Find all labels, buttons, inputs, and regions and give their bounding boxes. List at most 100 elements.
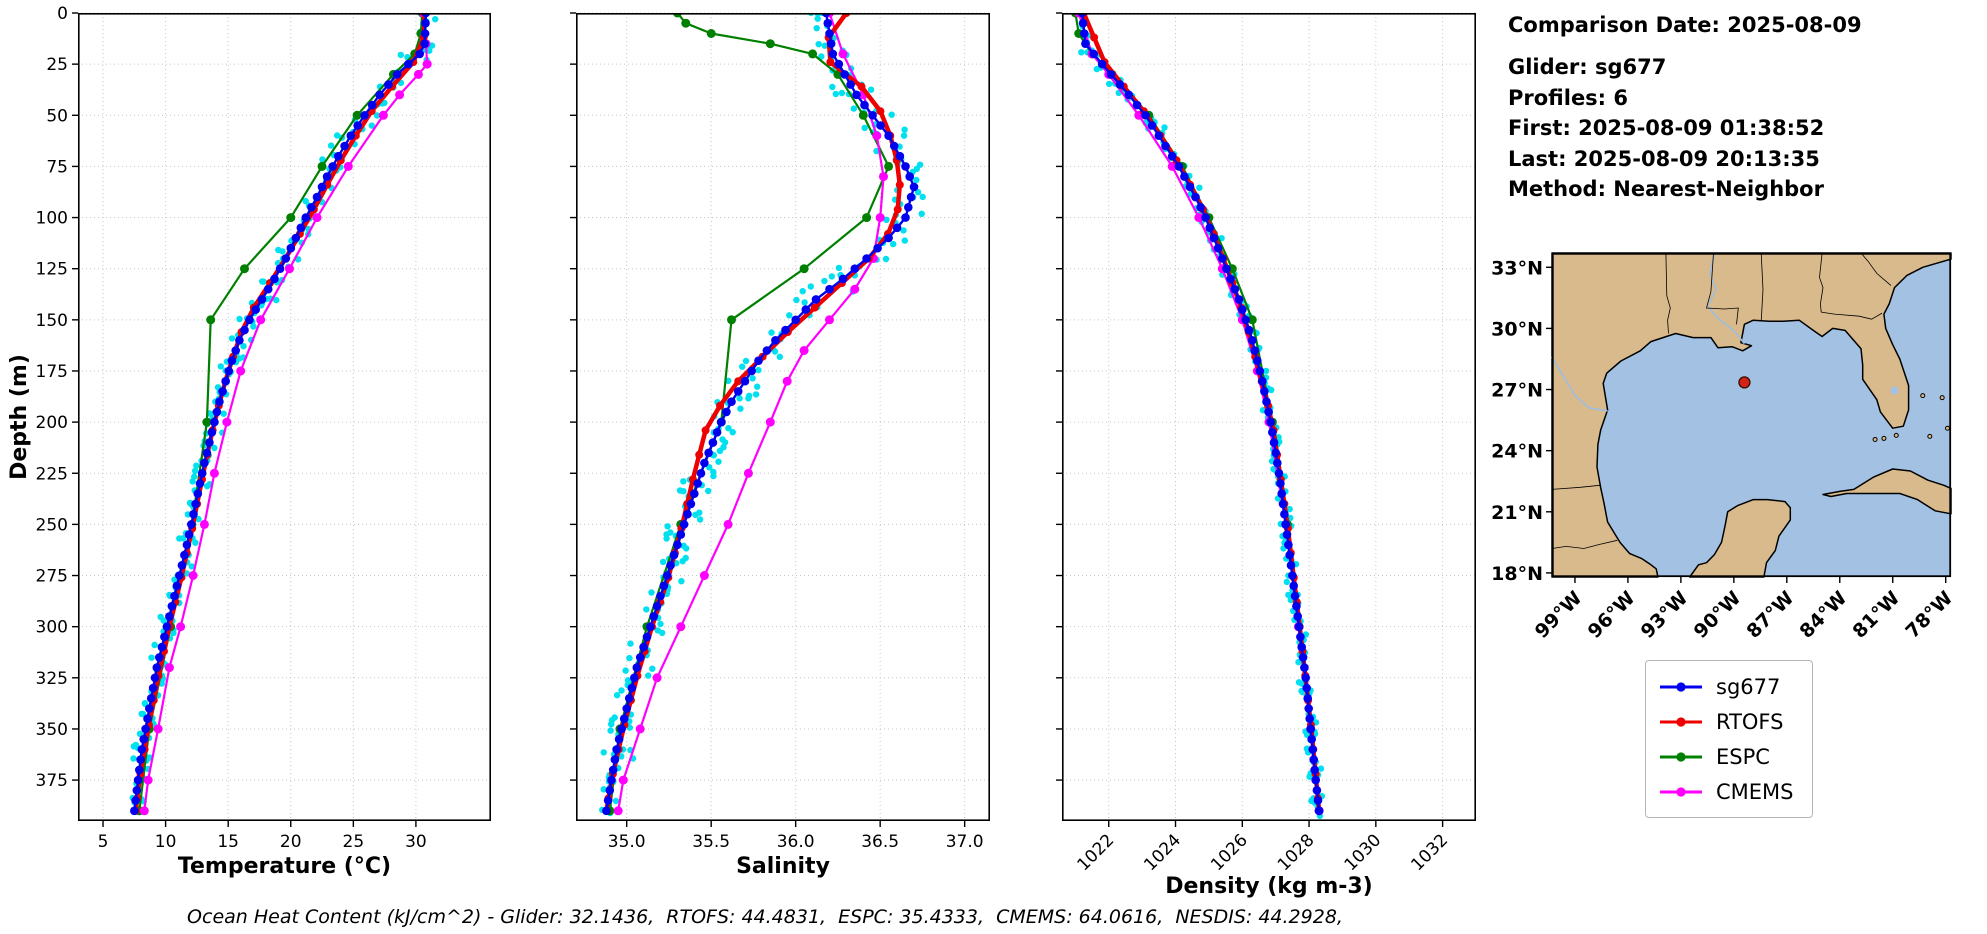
- tick-label: 1028: [1274, 830, 1319, 875]
- plot-frame: [78, 13, 491, 822]
- plot-frame: [576, 13, 990, 822]
- lat-tick-label: 21°N: [1491, 502, 1543, 524]
- temperature-plot: 5 10 15 20 25 3002550751001251501752002252502…: [7, 4, 491, 879]
- series-line-ESPC: [1074, 13, 1321, 811]
- series-line-ESPC: [138, 13, 424, 811]
- legend-marker: [1676, 786, 1686, 797]
- tick-label: 25: [343, 832, 365, 852]
- island: [1927, 433, 1933, 439]
- lon-tick-label: 96°W: [1584, 587, 1640, 643]
- state-border: [1860, 252, 1892, 286]
- tick-label: 50: [46, 106, 68, 126]
- legend-label: CMEMS: [1716, 779, 1794, 804]
- density-series-group: [1070, 13, 1326, 820]
- ocean-heat-content-caption: Ocean Heat Content (kJ/cm^2) - Glider: 3…: [187, 906, 1343, 928]
- temperature-series-group: [129, 13, 439, 816]
- state-border: [1819, 252, 1824, 313]
- tick-label: 36.0: [777, 832, 815, 852]
- lon-tick-label: 99°W: [1531, 587, 1587, 643]
- tick-label: 175: [36, 362, 68, 382]
- lon-tick-label: 87°W: [1743, 587, 1799, 643]
- tick-label: 1026: [1207, 830, 1252, 875]
- legend-line-sample: [1660, 716, 1702, 727]
- legend-item-cmems: CMEMS: [1658, 774, 1794, 809]
- series-line-RTOFS: [1081, 13, 1322, 812]
- info-panel: Comparison Date: 2025-08-09 Glider: sg67…: [1508, 10, 1862, 205]
- series-line-CMEMS: [1077, 13, 1321, 811]
- tick-label: 100: [36, 209, 68, 229]
- tick-marks: [570, 12, 966, 827]
- series-line-RTOFS: [133, 13, 427, 812]
- tick-label: 10: [155, 832, 177, 852]
- island: [1872, 436, 1878, 442]
- island: [1920, 393, 1926, 399]
- tick-label: 30: [405, 832, 427, 852]
- tick-label: 375: [36, 771, 68, 791]
- lat-tick-label: 33°N: [1491, 257, 1543, 279]
- depth-axis-label: Depth (m): [7, 354, 32, 480]
- state-border: [1665, 252, 1671, 334]
- legend-item-rtofs: RTOFS: [1658, 704, 1794, 739]
- land-yucatan: [1688, 498, 1792, 578]
- tick-label: 75: [46, 157, 68, 177]
- lon-tick-label: 81°W: [1848, 587, 1904, 643]
- state-border: [1821, 311, 1883, 320]
- density-axis-label: Density (kg m-3): [1165, 874, 1373, 899]
- tick-label: 1024: [1140, 830, 1185, 875]
- lon-tick-label: 93°W: [1637, 587, 1693, 643]
- tick-label: 325: [36, 669, 68, 689]
- legend-marker: [1676, 751, 1686, 762]
- state-border: [1551, 484, 1600, 490]
- series-line-sg677: [1080, 13, 1321, 811]
- grid: [576, 12, 990, 821]
- map-tick-marks: [1546, 266, 1947, 583]
- tick-label: 35.5: [692, 832, 730, 852]
- glider-text: Glider: sg677: [1508, 55, 1667, 80]
- legend-label: ESPC: [1716, 744, 1770, 769]
- glider-position-marker: [1738, 376, 1751, 389]
- legend: sg677 RTOFS ESPC CMEMS: [1645, 660, 1813, 818]
- grid: [78, 12, 491, 821]
- comparison-date-text: Comparison Date: 2025-08-09: [1508, 13, 1862, 37]
- tick-label: 275: [36, 567, 68, 587]
- state-border: [1760, 252, 1764, 322]
- legend-line-sample: [1660, 681, 1702, 692]
- island: [1944, 425, 1950, 431]
- tick-label: 225: [36, 464, 68, 484]
- first-time-text: First: 2025-08-09 01:38:52: [1508, 116, 1825, 141]
- tick-label: 1032: [1407, 830, 1452, 875]
- tick-label: 1030: [1341, 830, 1386, 875]
- last-time-text: Last: 2025-08-09 20:13:35: [1508, 146, 1820, 171]
- series-line-RTOFS: [604, 13, 903, 812]
- tick-label: 15: [217, 832, 239, 852]
- legend-label: sg677: [1716, 674, 1781, 699]
- series-line-CMEMS: [617, 13, 885, 811]
- island: [1939, 395, 1945, 401]
- lat-tick-label: 30°N: [1491, 318, 1543, 340]
- tick-label: 20: [280, 832, 302, 852]
- river: [1706, 252, 1746, 345]
- lat-tick-label: 27°N: [1491, 380, 1543, 402]
- state-border: [1551, 539, 1618, 549]
- grid: [1062, 12, 1476, 821]
- island: [1881, 435, 1887, 441]
- tick-marks: [72, 12, 417, 827]
- legend-item-espc: ESPC: [1658, 739, 1794, 774]
- gulf-of-mexico-map: 33°N 30°N 27°N 24°N 21°N 18°N99°W96°W93°W90°W…: [1491, 252, 1957, 643]
- tick-label: 350: [36, 720, 68, 740]
- map-frame: [1551, 252, 1952, 578]
- tick-marks: [1056, 12, 1444, 827]
- series-line-sg677: [133, 13, 428, 811]
- river: [1551, 356, 1608, 412]
- profiles-text: Profiles: 6: [1508, 85, 1629, 110]
- plot-frame: [1062, 13, 1476, 822]
- legend-label: RTOFS: [1716, 709, 1784, 734]
- tick-label: 300: [36, 618, 68, 638]
- tick-label: 250: [36, 515, 68, 535]
- salinity-axis-label: Salinity: [736, 854, 830, 879]
- temperature-axis-label: Temperature (°C): [178, 854, 391, 879]
- tick-label: 0: [57, 4, 68, 24]
- tick-label: 37.0: [946, 832, 984, 852]
- tick-label: 125: [36, 260, 68, 280]
